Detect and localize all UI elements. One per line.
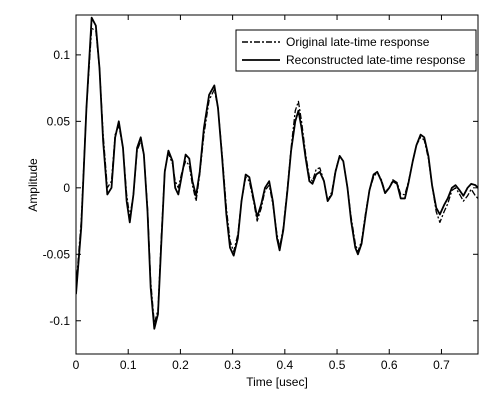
y-tick-label: 0.1 xyxy=(53,48,70,62)
series-line-reconstructed xyxy=(76,16,478,330)
legend-label-reconstructed: Reconstructed late-time response xyxy=(286,53,466,67)
x-tick-label: 0.5 xyxy=(329,358,346,372)
x-axis-label: Time [usec] xyxy=(246,375,308,389)
x-tick-label: 0.6 xyxy=(381,358,398,372)
legend-label-original: Original late-time response xyxy=(286,35,430,49)
x-tick-label: 0 xyxy=(73,358,80,372)
x-tick-label: 0.1 xyxy=(120,358,137,372)
y-tick-label: 0 xyxy=(63,181,70,195)
legend-box xyxy=(235,29,477,72)
y-tick-label: 0.05 xyxy=(47,114,71,128)
legend: Original late-time response Reconstructe… xyxy=(235,29,477,72)
y-tick-label: -0.05 xyxy=(43,247,71,261)
series-layer xyxy=(76,16,478,330)
x-tick-label: 0.3 xyxy=(224,358,241,372)
y-axis-label: Amplitude xyxy=(26,158,40,212)
x-tick-label: 0.4 xyxy=(276,358,293,372)
y-axis-ticks: -0.1 -0.05 0 0.05 0.1 xyxy=(43,48,478,328)
x-tick-label: 0.2 xyxy=(172,358,189,372)
x-tick-label: 0.7 xyxy=(433,358,450,372)
x-axis-ticks: 0 0.1 0.2 0.3 0.4 0.5 0.6 0.7 xyxy=(73,15,450,372)
y-tick-label: -0.1 xyxy=(49,314,70,328)
